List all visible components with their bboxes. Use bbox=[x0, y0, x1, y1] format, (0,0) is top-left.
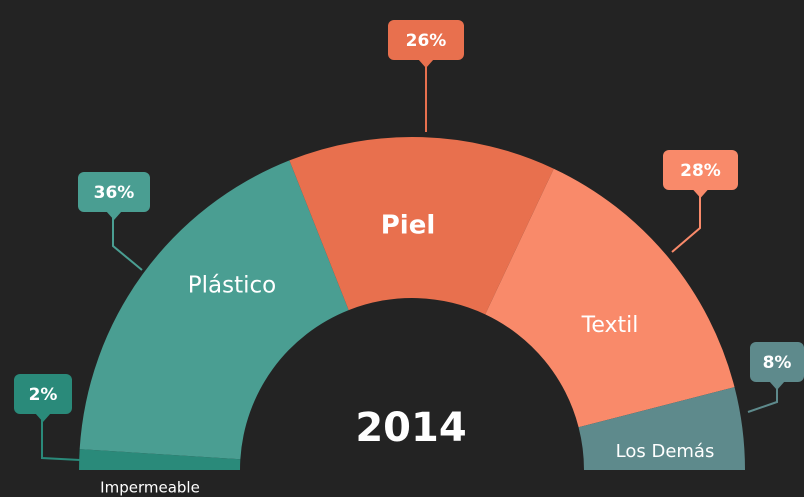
value-label: 28% bbox=[680, 161, 721, 181]
segment-label: Textil bbox=[581, 313, 639, 338]
segment-label: Los Demás bbox=[616, 441, 715, 462]
leader-line bbox=[112, 218, 143, 271]
callout-box bbox=[750, 342, 804, 382]
callout-pointer bbox=[106, 211, 122, 220]
callout-pointer bbox=[769, 381, 785, 390]
value-label: 26% bbox=[406, 31, 447, 51]
leader-line bbox=[747, 388, 778, 413]
segment bbox=[79, 160, 349, 460]
callout-box bbox=[663, 150, 738, 190]
center-label: 2014 bbox=[355, 405, 466, 451]
segments bbox=[79, 137, 745, 470]
callout-box bbox=[388, 20, 464, 60]
callout-pointer bbox=[418, 59, 434, 68]
segment-label: Impermeable bbox=[100, 479, 200, 497]
value-label: 2% bbox=[29, 385, 58, 405]
value-label: 8% bbox=[763, 353, 792, 373]
segment bbox=[578, 387, 745, 470]
segment bbox=[79, 449, 241, 470]
leader-line bbox=[41, 420, 81, 461]
callout-pointer bbox=[35, 413, 51, 422]
callout-pointer bbox=[692, 189, 709, 198]
segment-label: Piel bbox=[381, 211, 436, 241]
leader-line bbox=[671, 196, 701, 253]
segment bbox=[485, 168, 735, 428]
value-label: 36% bbox=[94, 183, 135, 203]
segment-label: Plástico bbox=[188, 273, 276, 299]
segment bbox=[289, 137, 554, 315]
callout-box bbox=[78, 172, 150, 212]
callout-box bbox=[14, 374, 72, 414]
